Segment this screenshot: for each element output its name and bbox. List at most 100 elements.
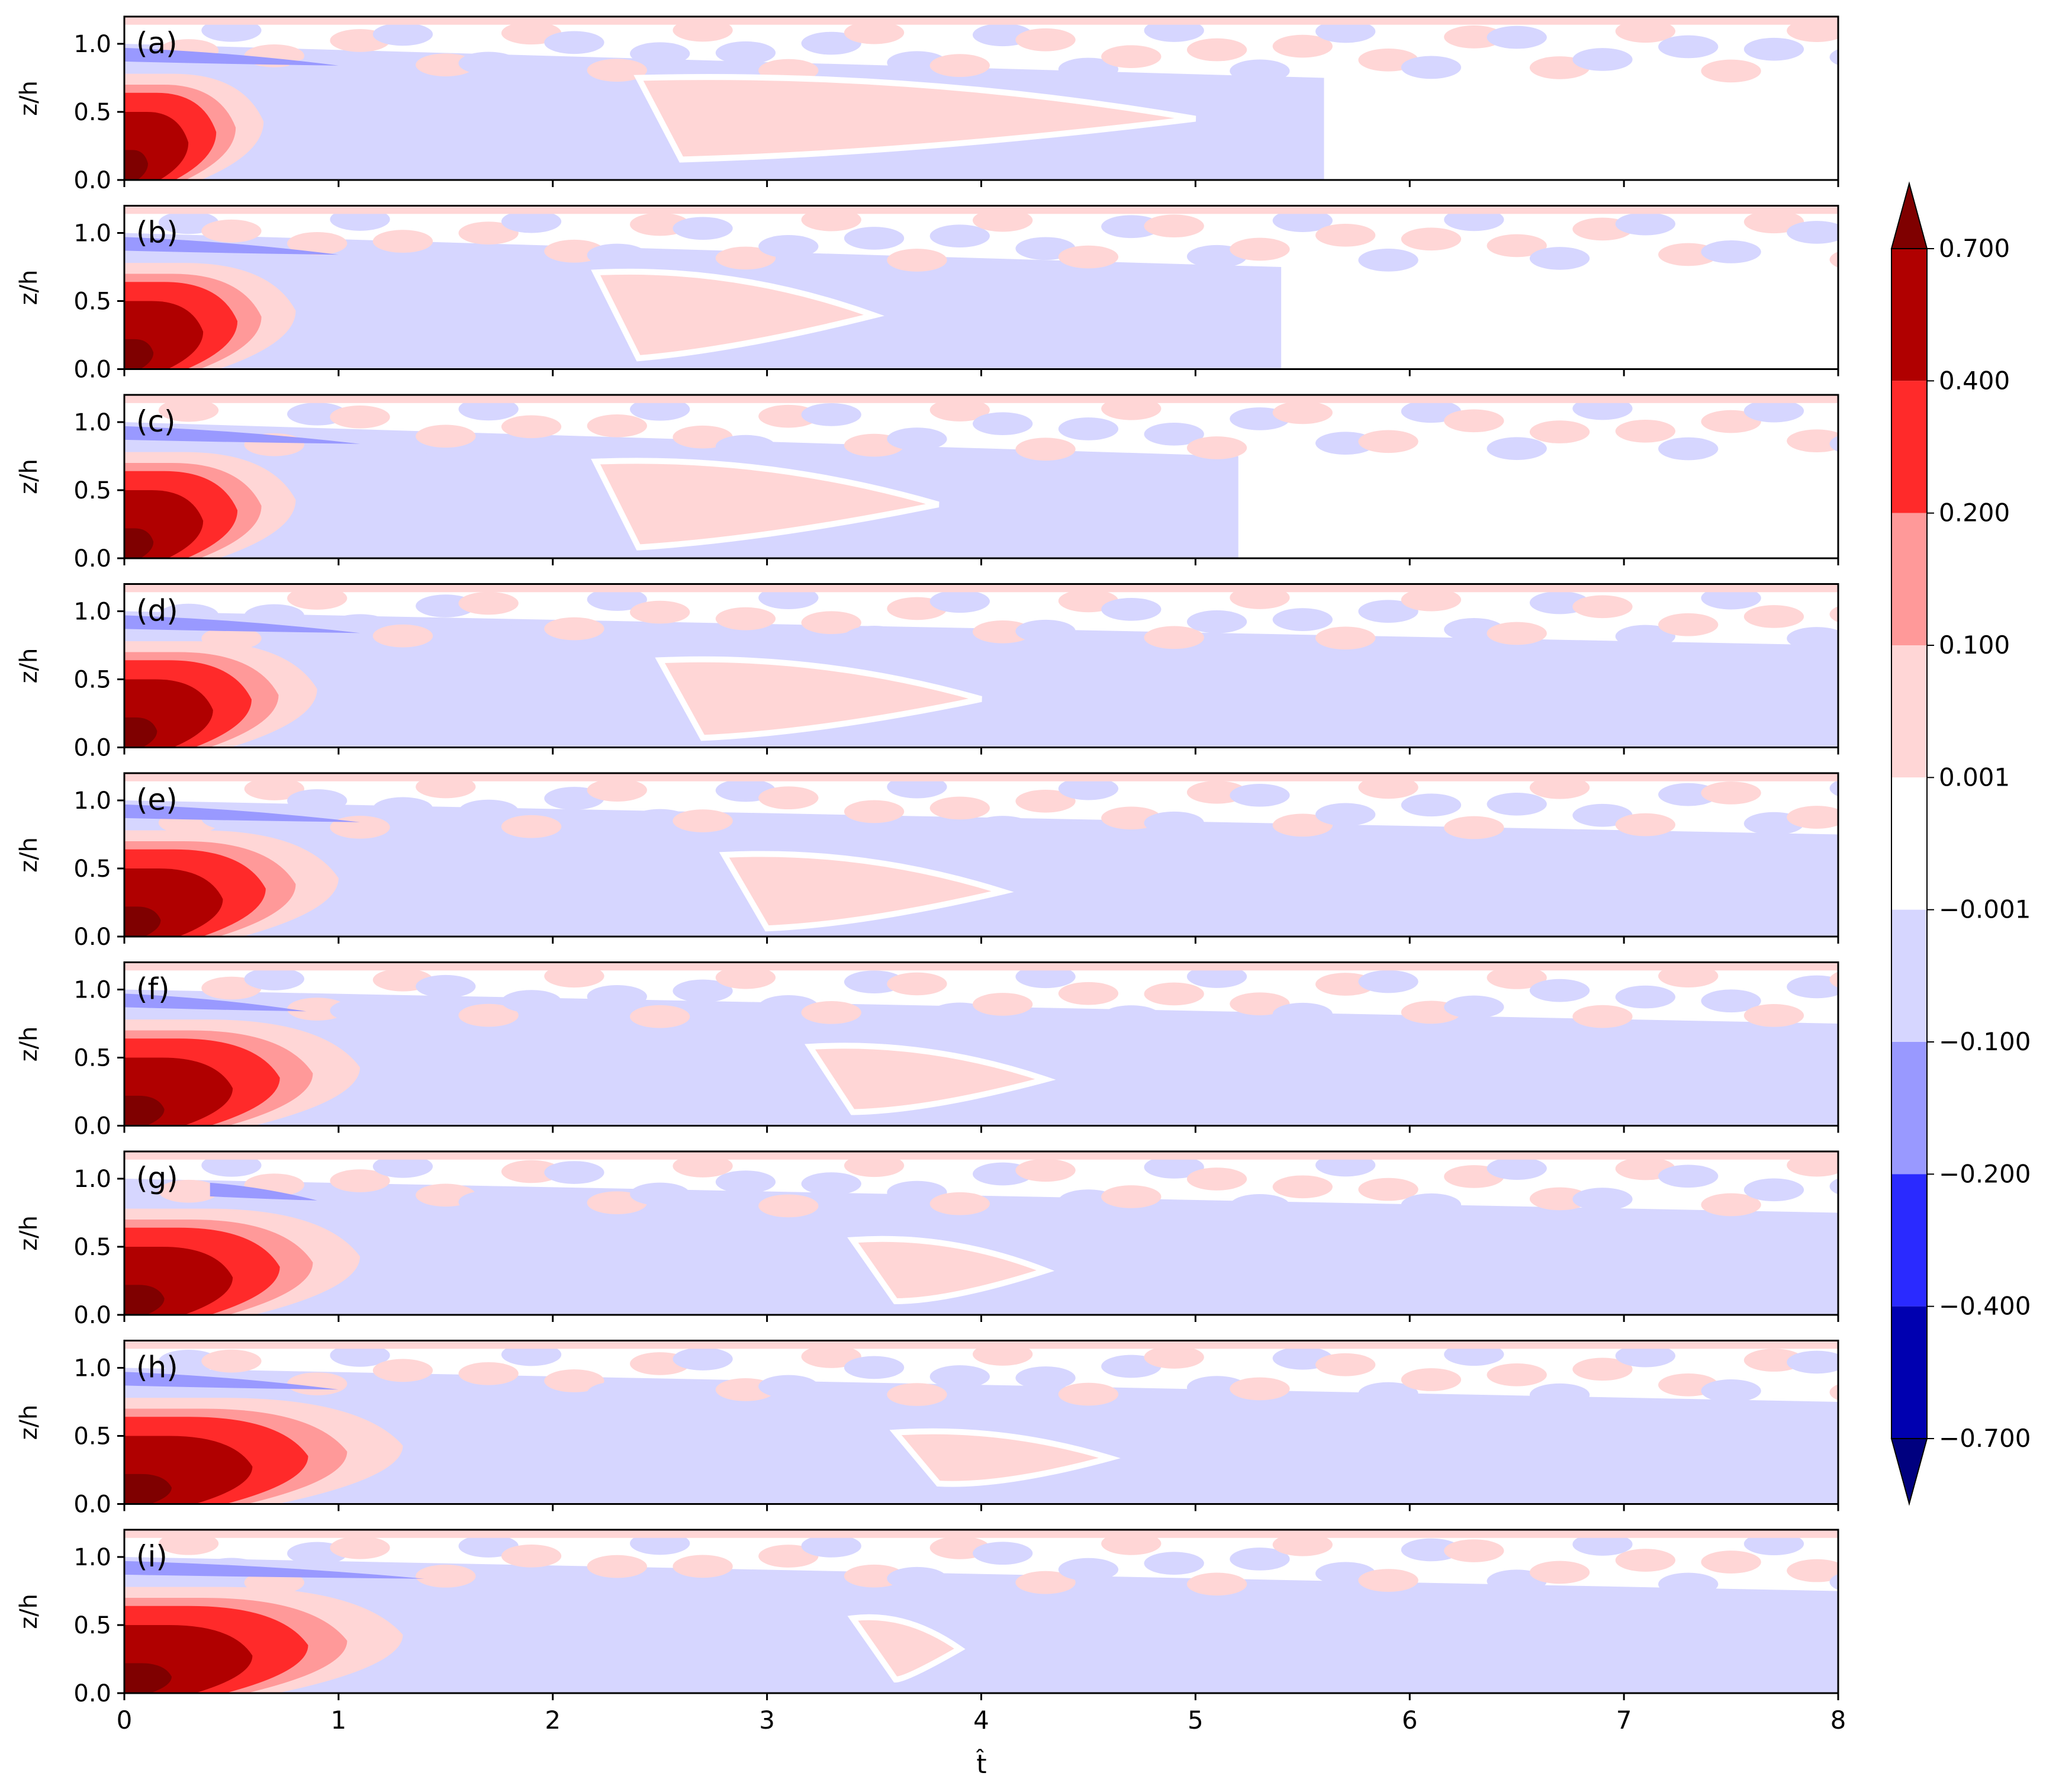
upper-band-eddy (1615, 20, 1675, 43)
upper-band-eddy (330, 1344, 390, 1367)
upper-band-eddy (1487, 792, 1547, 816)
upper-band-eddy (929, 54, 990, 77)
negative-streak (124, 993, 307, 1012)
upper-band-eddy (801, 31, 861, 55)
upper-band-eddy (1487, 234, 1547, 258)
upper-band-eddy (758, 1545, 819, 1568)
upper-band-eddy (1101, 215, 1162, 239)
upper-band-eddy (330, 999, 390, 1022)
upper-band-eddy (1101, 1185, 1162, 1208)
colorbar-segment (1891, 645, 1927, 778)
upper-band-eddy (1701, 1193, 1761, 1217)
panel-d: 0.0 0.5 1.0 z/h (d) (15, 583, 1839, 762)
top-faint-band (124, 962, 1838, 971)
upper-band-eddy (758, 786, 819, 810)
upper-band-eddy (544, 1369, 604, 1392)
upper-band-eddy (1787, 1559, 1838, 1582)
upper-band-eddy (1015, 965, 1076, 989)
upper-band-eddy (1615, 625, 1675, 648)
upper-band-eddy (1015, 1366, 1076, 1389)
y-tick-label: 1.0 (73, 31, 111, 58)
upper-band-eddy (1829, 606, 1838, 623)
upper-band-eddy (1315, 1353, 1376, 1376)
panel-i: 0.0 0.5 1.0 z/h (i) (15, 1529, 1839, 1707)
panel-label: (b) (136, 215, 178, 250)
upper-band-eddy (330, 1536, 390, 1559)
positive-blob (633, 74, 1196, 163)
colorbar-segment (1891, 1042, 1927, 1175)
upper-band-eddy (501, 1545, 562, 1568)
upper-band-eddy (673, 626, 733, 650)
upper-band-eddy (1658, 35, 1719, 59)
upper-band-eddy (1315, 20, 1376, 43)
upper-band-eddy (1829, 49, 1838, 66)
upper-band-eddy (458, 1191, 519, 1214)
upper-band-eddy (630, 1182, 690, 1206)
panel-a: 0.0 0.5 1.0 z/h (a) (15, 15, 1839, 194)
core-contour (124, 717, 157, 748)
colorbar-segment (1891, 909, 1927, 1042)
colorbar-segment (1891, 1174, 1927, 1307)
positive-blob (847, 1614, 966, 1683)
upper-band-eddy (1186, 610, 1247, 633)
upper-band-eddy (1829, 1574, 1838, 1590)
upper-band-eddy (1529, 1187, 1590, 1211)
upper-band-eddy (458, 221, 519, 245)
upper-band-eddy (1572, 1188, 1633, 1211)
upper-band-eddy (1230, 784, 1290, 807)
upper-band-eddy (1572, 48, 1633, 71)
x-tick-label: 5 (1188, 1706, 1204, 1735)
panel-h: 0.0 0.5 1.0 z/h (h) (15, 1340, 1839, 1518)
upper-band-eddy (1787, 627, 1838, 650)
upper-band-eddy (372, 22, 433, 46)
y-tick-label: 0.5 (73, 288, 111, 316)
x-tick-label: 4 (973, 1706, 989, 1735)
upper-band-eddy (715, 246, 776, 270)
upper-band-eddy (1144, 1552, 1204, 1575)
colorbar-extend-max (1890, 181, 1928, 249)
y-axis-label: z/h (15, 1215, 43, 1251)
colorbar-segment (1891, 513, 1927, 645)
upper-band-eddy (1315, 224, 1376, 247)
upper-band-eddy (1058, 1382, 1119, 1406)
upper-band-eddy (1743, 399, 1804, 423)
y-tick-label: 0.5 (73, 1423, 111, 1450)
negative-streak (124, 1561, 424, 1579)
negative-streak (124, 615, 361, 633)
upper-band-eddy (1272, 34, 1333, 58)
upper-band-eddy (1358, 1569, 1418, 1592)
upper-band-eddy (1743, 605, 1804, 628)
upper-band-eddy (587, 985, 647, 1008)
upper-band-eddy (1743, 1178, 1804, 1202)
upper-band-eddy (1487, 1157, 1547, 1180)
upper-band-eddy (1230, 59, 1290, 83)
upper-band-eddy (501, 990, 562, 1013)
y-axis-label: z/h (15, 1027, 43, 1062)
colorbar-frame (1891, 248, 1928, 1439)
upper-band-eddy (1358, 776, 1418, 799)
upper-band-eddy (1615, 212, 1675, 236)
upper-band-eddy (1401, 1538, 1462, 1562)
core-contour (124, 1663, 172, 1693)
upper-band-eddy (1015, 1571, 1076, 1594)
upper-band-eddy (1144, 19, 1204, 42)
upper-band-eddy (1144, 1156, 1204, 1179)
upper-band-eddy (287, 1372, 348, 1395)
upper-band-eddy (844, 626, 905, 649)
upper-band-eddy (330, 1169, 390, 1192)
upper-band-eddy (887, 1383, 947, 1406)
colorbar-tick-label: −0.200 (1939, 1159, 2031, 1188)
upper-band-eddy (630, 600, 690, 624)
upper-band-eddy (801, 1001, 861, 1024)
upper-band-eddy (501, 815, 562, 838)
upper-band-eddy (929, 1365, 990, 1388)
upper-band-eddy (1358, 430, 1418, 453)
y-tick-label: 1.0 (73, 1355, 111, 1382)
upper-band-eddy (501, 1160, 562, 1183)
upper-band-eddy (1186, 1167, 1247, 1191)
upper-band-eddy (1743, 1004, 1804, 1027)
upper-band-eddy (1615, 813, 1675, 837)
upper-band-eddy (801, 1172, 861, 1195)
colorbar-tick-label: −0.100 (1939, 1027, 2031, 1056)
upper-band-eddy (673, 1154, 733, 1177)
